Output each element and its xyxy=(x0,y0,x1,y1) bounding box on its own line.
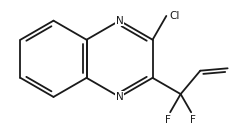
Text: Cl: Cl xyxy=(170,11,180,21)
Text: N: N xyxy=(116,16,124,26)
Text: F: F xyxy=(190,115,196,125)
Text: F: F xyxy=(165,115,171,125)
Text: N: N xyxy=(116,92,124,102)
